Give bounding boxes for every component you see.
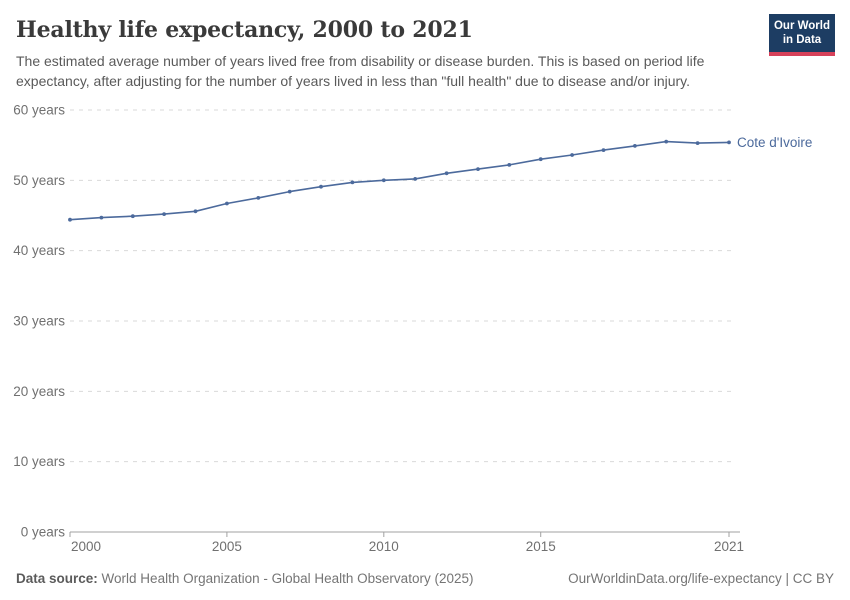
data-point[interactable] [633, 144, 637, 148]
data-source-label: Data source: [16, 571, 98, 586]
x-tick-label: 2021 [714, 539, 744, 554]
data-point[interactable] [538, 157, 543, 162]
owid-logo: Our World in Data [769, 14, 835, 56]
data-point[interactable] [507, 163, 512, 167]
series-label[interactable]: Cote d'Ivoire [737, 135, 812, 150]
logo-line2: in Data [782, 34, 822, 47]
x-tick-label: 2015 [526, 539, 556, 554]
data-point[interactable] [287, 189, 292, 194]
page-title: Healthy life expectancy, 2000 to 2021 [16, 17, 473, 43]
data-point[interactable] [162, 212, 167, 217]
data-point[interactable] [99, 215, 104, 220]
y-tick-label: 60 years [13, 103, 65, 118]
x-tick-label: 2000 [71, 539, 101, 554]
data-point[interactable] [476, 167, 480, 172]
series-line[interactable] [69, 140, 730, 221]
footer-link[interactable]: OurWorldinData.org/life-expectancy | CC … [568, 571, 834, 586]
y-tick-label: 40 years [13, 243, 65, 258]
data-point[interactable] [381, 178, 386, 183]
data-point[interactable] [695, 141, 700, 146]
y-tick-label: 0 years [21, 525, 66, 540]
data-source-value: World Health Organization - Global Healt… [101, 571, 474, 586]
y-tick-label: 20 years [13, 384, 65, 399]
chart-footer: Data source: World Health Organization -… [16, 571, 834, 586]
chart-subtitle: The estimated average number of years li… [16, 53, 705, 89]
data-point[interactable] [68, 217, 72, 222]
data-point[interactable] [350, 180, 355, 185]
logo-line1: Our World [773, 20, 830, 32]
data-point[interactable] [193, 209, 198, 214]
data-point[interactable] [570, 153, 574, 157]
data-point[interactable] [664, 139, 669, 144]
y-tick-label: 10 years [13, 454, 65, 469]
data-point[interactable] [727, 140, 731, 145]
data-source-note: Data source: World Health Organization -… [16, 571, 473, 586]
data-point[interactable] [130, 214, 135, 219]
data-point[interactable] [225, 201, 229, 206]
y-tick-label: 50 years [13, 173, 65, 188]
x-tick-label: 2010 [369, 539, 399, 554]
data-point[interactable] [413, 177, 418, 181]
y-tick-label: 30 years [13, 314, 65, 329]
data-point[interactable] [444, 171, 449, 176]
x-tick-label: 2005 [212, 539, 242, 554]
data-point[interactable] [601, 148, 606, 153]
data-point[interactable] [256, 196, 261, 200]
data-point[interactable] [319, 184, 323, 189]
